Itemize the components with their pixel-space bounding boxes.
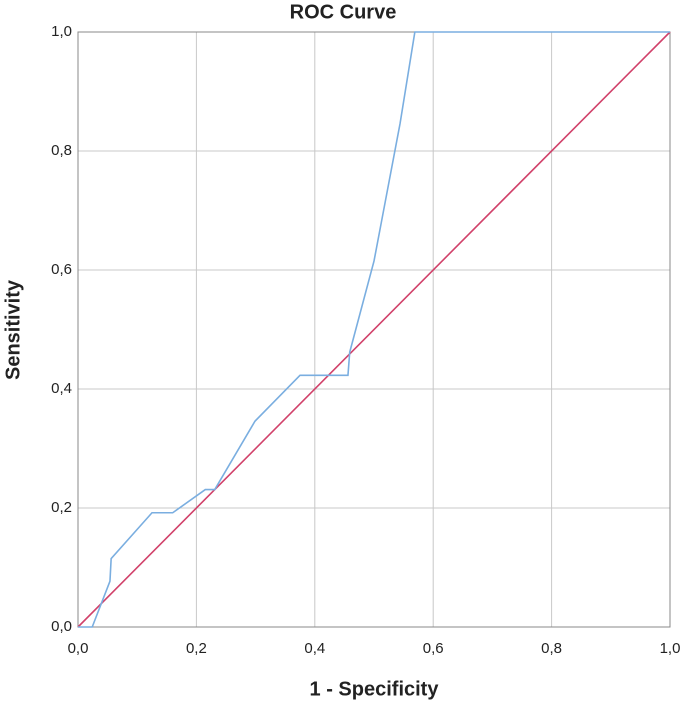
- y-tick-label: 0,0: [51, 618, 72, 635]
- roc-line: [77, 31, 671, 628]
- x-tick-label: 0,8: [541, 640, 562, 657]
- chart-title: ROC Curve: [290, 1, 397, 23]
- x-tick-label: 1,0: [660, 640, 681, 657]
- y-axis-label: Sensitivity: [2, 279, 24, 380]
- y-tick-label: 0,4: [51, 380, 72, 397]
- x-tick-label: 0,0: [68, 640, 89, 657]
- roc-line: [78, 31, 670, 628]
- x-tick-label: 0,2: [186, 640, 207, 657]
- y-tick-label: 0,6: [51, 261, 72, 278]
- y-tick-label: 0,2: [51, 499, 72, 516]
- y-tick-label: 1,0: [51, 23, 72, 40]
- x-axis-label: 1 - Specificity: [310, 678, 440, 700]
- y-tick-label: 0,8: [51, 142, 72, 159]
- x-tick-label: 0,4: [304, 640, 325, 657]
- plot-frame: [77, 31, 671, 628]
- x-tick-label: 0,6: [423, 640, 444, 657]
